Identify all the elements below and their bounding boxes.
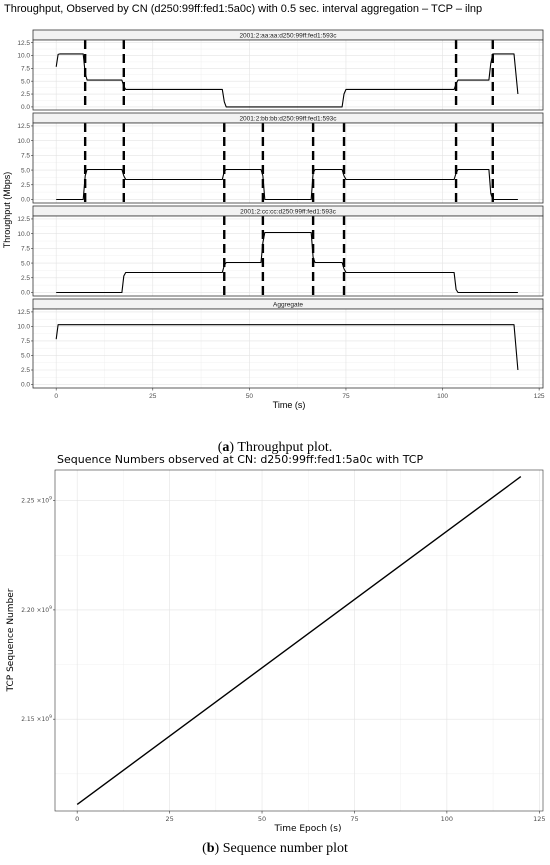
facet-panel: 2001:2:aa:aa:d250:99ff:fed1:593c 0.0 2.5 5.… bbox=[17, 29, 544, 111]
facet-panel: 2001:2:cc:cc:d250:99ff:fed1:593c 0.0 2.5 5.… bbox=[17, 205, 544, 297]
y-tick-label: 2.20 ×109 bbox=[21, 605, 52, 614]
figure-caption-a: (a) Throughput plot. bbox=[217, 440, 333, 455]
panel-border bbox=[32, 39, 544, 111]
facet-strip-label: 2001:2:cc:cc:d250:99ff:fed1:593c bbox=[240, 209, 336, 216]
x-tick-label: 125 bbox=[534, 393, 545, 400]
facet-strip-label: Aggregate bbox=[273, 302, 303, 309]
x-tick-label: 0 bbox=[54, 393, 58, 400]
series-line bbox=[55, 324, 519, 371]
series-line bbox=[56, 231, 518, 294]
y-tick-label: 2.5 bbox=[21, 275, 30, 282]
y-tick-label: 0.0 bbox=[21, 290, 30, 297]
y-tick-label: 2.15 ×109 bbox=[21, 714, 52, 723]
panel-border bbox=[32, 308, 544, 389]
caption-text: Sequence number plot bbox=[219, 841, 348, 856]
panel-background bbox=[33, 216, 543, 296]
y-tick-label: 10.0 bbox=[17, 231, 30, 238]
sequence-number-chart: Sequence Numbers observed at CN: d250:99… bbox=[6, 453, 546, 834]
y-tick-label: 12.5 bbox=[17, 309, 30, 316]
facet-panels: 2001:2:aa:aa:d250:99ff:fed1:593c 0.0 2.5 5.… bbox=[17, 29, 544, 389]
x-axis-label: Time (s) bbox=[273, 400, 306, 410]
y-tick-label: 7.5 bbox=[21, 338, 30, 345]
x-tick-label: 25 bbox=[149, 393, 157, 400]
y-tick-label: 0.0 bbox=[21, 104, 30, 111]
x-tick-label: 50 bbox=[258, 815, 266, 823]
panel-background bbox=[33, 40, 543, 110]
series-line bbox=[76, 476, 522, 805]
facet-panel: 2001:2:bb:bb:d250:99ff:fed1:593c 0.0 2.5 5.… bbox=[17, 112, 544, 204]
facet-strip-label: 2001:2:bb:bb:d250:99ff:fed1:593c bbox=[239, 116, 337, 123]
x-tick-label: 75 bbox=[350, 815, 358, 823]
y-tick-label: 7.5 bbox=[21, 66, 30, 73]
panel-border bbox=[54, 469, 544, 812]
x-tick-label: 0 bbox=[75, 815, 79, 823]
panel-background bbox=[33, 123, 543, 203]
facet-panel: Aggregate 0.0 2.5 5.0 7.5 10.0 12.5 bbox=[17, 298, 544, 389]
y-tick-label: 12.5 bbox=[17, 123, 30, 130]
y-tick-label: 2.5 bbox=[21, 91, 30, 98]
y-tick-label: 12.5 bbox=[17, 40, 30, 47]
y-tick-label: 5.0 bbox=[21, 353, 30, 360]
panel-border bbox=[32, 122, 544, 204]
y-tick-label: 2.25 ×109 bbox=[21, 496, 52, 505]
y-tick-label: 10.0 bbox=[17, 53, 30, 60]
y-tick-label: 7.5 bbox=[21, 246, 30, 253]
y-tick-label: 0.0 bbox=[21, 382, 30, 389]
x-tick-label: 25 bbox=[165, 815, 173, 823]
y-tick-label: 2.5 bbox=[21, 367, 30, 374]
caption-text: Throughput plot. bbox=[234, 440, 333, 455]
caption-letter: b bbox=[206, 841, 215, 856]
series-line bbox=[55, 53, 519, 108]
caption-letter: a bbox=[222, 440, 230, 455]
y-axis-label: Throughput (Mbps) bbox=[2, 172, 12, 249]
x-tick-label: 100 bbox=[441, 815, 453, 823]
y-tick-label: 12.5 bbox=[17, 216, 30, 223]
x-tick-label: 100 bbox=[437, 393, 448, 400]
facet-strip-label: 2001:2:aa:aa:d250:99ff:fed1:593c bbox=[239, 33, 337, 40]
y-tick-label: 2.5 bbox=[21, 182, 30, 189]
chart-title: Sequence Numbers observed at CN: d250:99… bbox=[57, 453, 423, 466]
series-line bbox=[56, 168, 518, 201]
y-tick-label: 5.0 bbox=[21, 260, 30, 267]
x-axis: 0 25 50 75 100 125 bbox=[54, 388, 545, 400]
y-tick-label: 10.0 bbox=[17, 324, 30, 331]
chart-title: Throughput, Observed by CN (d250:99ff:fe… bbox=[4, 3, 482, 15]
x-tick-label: 50 bbox=[246, 393, 254, 400]
throughput-chart: Throughput, Observed by CN (d250:99ff:fe… bbox=[2, 3, 545, 410]
figure-caption-b: (b) Sequence number plot bbox=[202, 841, 348, 856]
plot-panel: 0 25 50 75 100 125 2.15 ×109 2.20 ×109 2.25 ×109 bbox=[21, 469, 546, 823]
y-axis-label: TCP Sequence Number bbox=[6, 588, 16, 692]
panel-border bbox=[32, 215, 544, 297]
y-tick-label: 0.0 bbox=[21, 197, 30, 204]
y-tick-label: 5.0 bbox=[21, 78, 30, 85]
x-axis-label: Time Epoch (s) bbox=[273, 824, 341, 834]
y-tick-label: 10.0 bbox=[17, 138, 30, 145]
y-tick-label: 7.5 bbox=[21, 153, 30, 160]
x-tick-label: 125 bbox=[533, 815, 545, 823]
panel-background bbox=[33, 309, 543, 388]
y-tick-label: 5.0 bbox=[21, 167, 30, 174]
x-tick-label: 75 bbox=[342, 393, 350, 400]
